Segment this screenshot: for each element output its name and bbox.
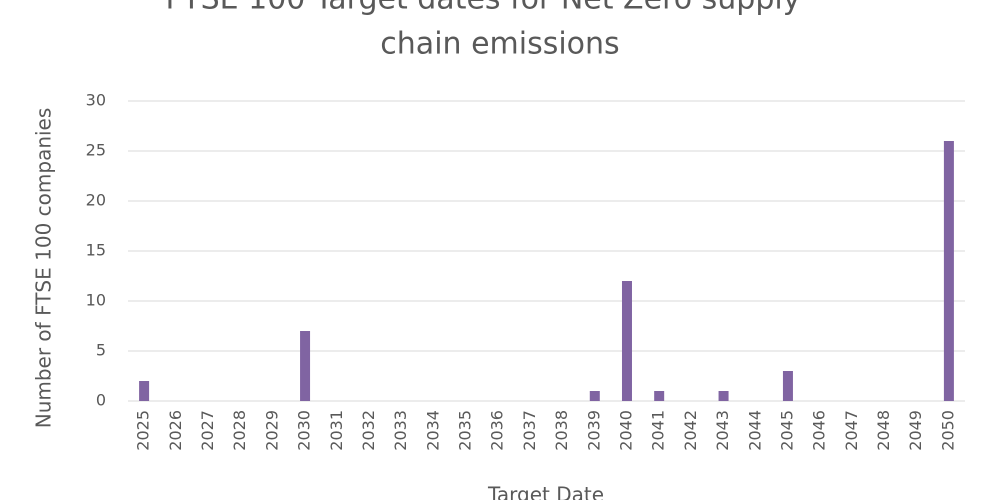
- x-tick-label: 2039: [584, 410, 603, 451]
- x-tick-label: 2050: [938, 410, 957, 451]
- y-tick-label: 30: [86, 91, 106, 110]
- x-tick-label: 2030: [295, 410, 314, 451]
- chart-title: chain emissions: [380, 27, 619, 62]
- y-tick-label: 10: [86, 291, 106, 310]
- y-axis-title: Number of FTSE 100 companies: [32, 108, 56, 429]
- x-tick-label: 2031: [327, 410, 346, 451]
- x-tick-label: 2037: [520, 410, 539, 451]
- x-tick-label: 2049: [906, 410, 925, 451]
- chart-title: FTSE 100 Target dates for Net Zero suppl…: [166, 0, 801, 17]
- x-tick-label: 2044: [745, 410, 764, 451]
- x-tick-label: 2046: [810, 410, 829, 451]
- x-tick-label: 2032: [359, 410, 378, 451]
- x-tick-label: 2042: [681, 410, 700, 451]
- x-tick-label: 2045: [777, 410, 796, 451]
- x-tick-label: 2035: [456, 410, 475, 451]
- x-tick-label: 2034: [423, 410, 442, 451]
- x-axis-title: Target Date: [487, 483, 604, 500]
- bar: [943, 141, 954, 401]
- bar: [589, 391, 600, 401]
- x-tick-label: 2048: [874, 410, 893, 451]
- x-tick-label: 2026: [166, 410, 185, 451]
- y-tick-label: 25: [86, 141, 106, 160]
- bar: [300, 331, 311, 401]
- x-tick-label: 2036: [488, 410, 507, 451]
- y-tick-label: 5: [96, 341, 106, 360]
- bar: [139, 381, 150, 401]
- bar: [654, 391, 665, 401]
- x-tick-label: 2040: [616, 410, 635, 451]
- y-tick-label: 15: [86, 241, 106, 260]
- y-tick-label: 20: [86, 191, 106, 210]
- x-tick-label: 2047: [842, 410, 861, 451]
- x-tick-label: 2028: [230, 410, 249, 451]
- x-tick-label: 2027: [198, 410, 217, 451]
- x-tick-label: 2041: [649, 410, 668, 451]
- bar: [718, 391, 729, 401]
- bar: [621, 281, 632, 401]
- y-tick-label: 0: [96, 391, 106, 410]
- x-tick-label: 2038: [552, 410, 571, 451]
- x-tick-label: 2025: [134, 410, 153, 451]
- x-tick-label: 2033: [391, 410, 410, 451]
- x-tick-label: 2043: [713, 410, 732, 451]
- bar: [782, 371, 793, 401]
- x-tick-label: 2029: [262, 410, 281, 451]
